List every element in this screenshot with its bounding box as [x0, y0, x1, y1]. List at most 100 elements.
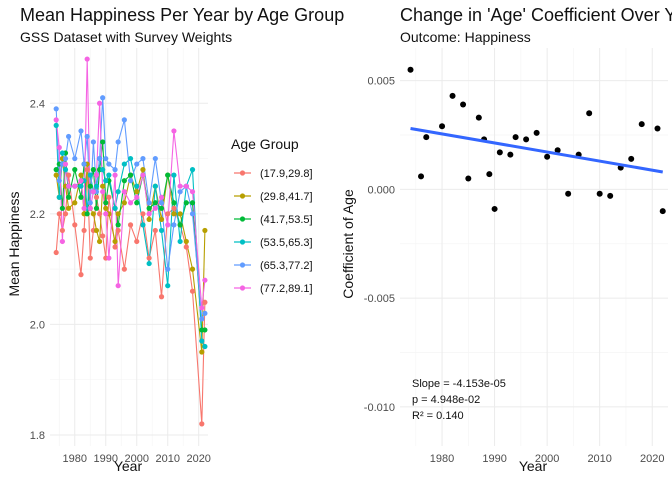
data-point-77-2-89-1 [81, 205, 87, 211]
data-point-53-5-65-3 [158, 227, 165, 234]
right-y-tick-label: -0.005 [364, 293, 395, 305]
data-point-17-9-29-8 [115, 227, 121, 234]
data-point-53-5-65-3 [202, 343, 208, 350]
legend-label: (29.8,41.7] [260, 191, 313, 203]
data-point-65-3-77-2 [121, 117, 127, 123]
data-point-65-3-77-2 [171, 222, 177, 228]
data-point-77-2-89-1 [171, 128, 177, 134]
data-point-77-2-89-1 [106, 255, 112, 261]
data-point-77-2-89-1 [121, 189, 127, 195]
left-panel-series [53, 56, 208, 427]
right-y-tick-label: 0.000 [367, 184, 395, 196]
data-point-41-7-53-5 [93, 205, 100, 211]
data-point-29-8-41-7 [78, 172, 84, 178]
coefficient-point [654, 125, 661, 132]
coefficient-point [607, 192, 614, 199]
coefficient-point [523, 136, 530, 143]
data-point-17-9-29-8 [65, 172, 72, 178]
right-y-tick-label: 0.005 [367, 76, 395, 88]
data-point-17-9-29-8 [106, 194, 112, 200]
data-point-65-3-77-2 [72, 155, 78, 162]
data-point-77-2-89-1 [199, 305, 205, 311]
data-point-29-8-41-7 [146, 216, 152, 222]
data-point-65-3-77-2 [96, 155, 103, 162]
right-x-tick-label: 2000 [535, 453, 559, 465]
data-point-41-7-53-5 [183, 200, 189, 206]
data-point-77-2-89-1 [127, 200, 134, 206]
data-point-17-9-29-8 [53, 249, 59, 256]
legend-label: (17.9,29.8] [260, 168, 313, 180]
right-chart-subtitle: Outcome: Happiness [400, 29, 531, 45]
data-point-53-5-65-3 [100, 167, 106, 173]
left-y-axis-title: Mean Happiness [6, 191, 22, 296]
data-point-41-7-53-5 [103, 200, 109, 206]
data-point-65-3-77-2 [165, 266, 171, 272]
left-chart-title: Mean Happiness Per Year by Age Group [20, 5, 344, 25]
data-point-29-8-41-7 [65, 205, 72, 211]
data-point-77-2-89-1 [158, 194, 165, 200]
data-point-29-8-41-7 [158, 216, 165, 222]
data-point-29-8-41-7 [199, 349, 205, 355]
data-point-17-9-29-8 [171, 205, 177, 211]
data-point-65-3-77-2 [140, 155, 146, 162]
coefficient-point [544, 153, 551, 160]
data-point-77-2-89-1 [78, 178, 84, 184]
data-point-29-8-41-7 [90, 211, 96, 217]
data-point-17-9-29-8 [87, 255, 93, 261]
data-point-29-8-41-7 [177, 211, 183, 217]
left-y-tick-label: 2.2 [30, 209, 45, 221]
data-point-53-5-65-3 [152, 183, 158, 189]
data-point-77-2-89-1 [189, 189, 196, 195]
left-x-tick-label: 2010 [155, 453, 179, 465]
data-point-65-3-77-2 [127, 178, 134, 184]
data-point-41-7-53-5 [158, 205, 165, 211]
legend-label: (53.5,65.3] [260, 237, 313, 249]
data-point-53-5-65-3 [115, 189, 121, 195]
right-x-tick-label: 1990 [482, 453, 506, 465]
legend-label: (65.3,77.2] [260, 260, 313, 272]
data-point-17-9-29-8 [72, 222, 78, 228]
data-point-53-5-65-3 [103, 178, 109, 184]
data-point-41-7-53-5 [171, 200, 177, 206]
data-point-65-3-77-2 [53, 106, 59, 112]
data-point-29-8-41-7 [115, 211, 121, 217]
data-point-17-9-29-8 [134, 238, 140, 245]
right-y-tick-label: -0.010 [364, 402, 395, 414]
data-point-53-5-65-3 [171, 172, 177, 178]
data-point-65-3-77-2 [87, 200, 93, 206]
data-point-77-2-89-1 [100, 189, 106, 195]
coefficient-point [565, 190, 572, 197]
coefficient-point [659, 208, 666, 215]
data-point-53-5-65-3 [59, 150, 65, 156]
data-point-17-9-29-8 [84, 167, 90, 173]
legend: Age Group (17.9,29.8] (29.8,41.7] (41.7,53… [231, 136, 313, 295]
data-point-29-8-41-7 [93, 227, 100, 234]
right-x-tick-label: 1980 [430, 453, 454, 465]
data-point-53-5-65-3 [146, 260, 152, 267]
data-point-77-2-89-1 [59, 238, 65, 245]
r-squared-annotation: R² = 0.140 [412, 410, 464, 422]
data-point-65-3-77-2 [152, 155, 158, 162]
data-point-29-8-41-7 [183, 238, 189, 245]
data-point-41-7-53-5 [134, 200, 140, 206]
coefficient-point [596, 190, 603, 197]
data-point-77-2-89-1 [65, 183, 72, 189]
data-point-53-5-65-3 [134, 183, 140, 189]
data-point-29-8-41-7 [100, 183, 106, 189]
data-point-17-9-29-8 [146, 255, 152, 261]
data-point-77-2-89-1 [177, 183, 183, 189]
coefficient-point [449, 92, 456, 99]
data-point-29-8-41-7 [121, 200, 127, 206]
data-point-29-8-41-7 [171, 211, 177, 217]
left-x-tick-label: 1990 [94, 453, 118, 465]
data-point-77-2-89-1 [62, 161, 69, 167]
data-point-17-9-29-8 [81, 227, 87, 234]
data-point-41-7-53-5 [87, 183, 93, 189]
data-point-77-2-89-1 [56, 144, 62, 151]
data-point-65-3-77-2 [177, 189, 183, 195]
legend-label: (77.2,89.1] [260, 283, 313, 295]
left-x-axis-title: Year [114, 458, 143, 474]
data-point-77-2-89-1 [115, 283, 121, 289]
legend-key-point [239, 262, 246, 268]
legend-key-point [239, 193, 246, 199]
